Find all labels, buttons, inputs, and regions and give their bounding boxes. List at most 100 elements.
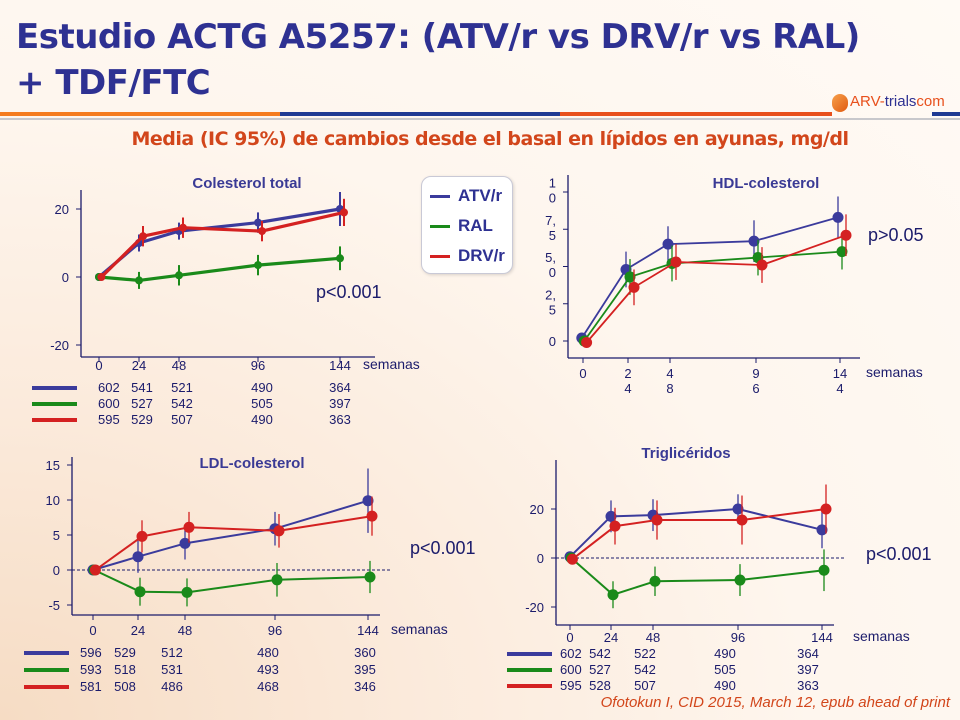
series-drv [89,496,378,576]
x-tick-label: 0 [95,358,102,373]
y-tick-label: 5 [53,528,60,543]
data-point-ral [175,271,183,280]
p-value-annotation: p<0.001 [410,538,476,558]
data-point-atv [254,218,262,227]
n-at-risk-value: 521 [171,380,193,395]
y-tick-label: -20 [525,600,544,615]
data-point-drv [273,525,285,537]
data-point-drv [136,530,148,542]
n-at-risk-value: 490 [714,646,736,661]
n-at-risk-value: 541 [131,380,153,395]
data-point-ral [607,589,619,601]
divider-blue-2 [932,112,960,116]
data-point-drv [258,227,266,236]
legend-item-drv: DRV/r [430,245,505,267]
n-at-risk-value: 505 [251,396,273,411]
n-at-risk-value: 600 [98,396,120,411]
n-at-risk-value: 527 [131,396,153,411]
y-tick-label: 0 [549,265,556,280]
n-at-risk-value: 507 [634,678,656,693]
legend-label-ral: RAL [458,216,493,235]
x-tick-label: 96 [268,623,282,638]
divider-orange-1 [0,112,280,116]
data-point-drv [628,281,640,293]
n-at-risk-value: 490 [251,412,273,427]
data-point-ral [181,586,193,598]
series-legend: ATV/r RAL DRV/r [421,176,513,274]
n-at-risk-value: 486 [161,679,183,694]
data-point-ral [734,574,746,586]
data-point-atv [816,524,828,536]
y-tick-label: -5 [48,598,60,613]
data-point-ral [818,564,830,576]
series-ral [565,549,830,609]
x-tick-label: 48 [172,358,186,373]
x-tick-label: 2 [624,366,631,381]
n-at-risk-value: 490 [251,380,273,395]
n-at-risk-value: 531 [161,662,183,677]
n-at-risk-value: 490 [714,678,736,693]
series-ral [88,560,376,607]
x-tick-label: 48 [178,623,192,638]
arv-trials-logo: ARV-trialscom [832,92,960,116]
y-tick-label: 0 [62,270,69,285]
data-point-atv [132,551,144,563]
data-point-drv [651,514,663,526]
x-tick-label: 48 [646,630,660,645]
data-point-drv [609,520,621,532]
n-at-risk-value: 395 [354,662,376,677]
n-at-risk-value: 528 [589,678,611,693]
legend-swatch-atv [430,194,450,198]
n-at-risk-value: 363 [797,678,819,693]
x-tick-label: 9 [752,366,759,381]
n-at-risk-value: 346 [354,679,376,694]
data-point-ral [364,571,376,583]
n-at-risk-value: 360 [354,645,376,660]
legend-item-ral: RAL [430,215,493,237]
data-point-drv [183,521,195,533]
n-at-risk-value: 493 [257,662,279,677]
data-point-ral [836,246,848,258]
y-tick-label: 1 [549,176,556,191]
data-point-atv [748,235,760,247]
x-axis-label: semanas [363,356,420,372]
data-point-drv [840,229,852,241]
y-tick-label: 5, [545,250,556,265]
n-at-risk-value: 507 [171,412,193,427]
y-tick-label: 15 [46,458,60,473]
n-at-risk-value: 505 [714,662,736,677]
n-at-risk-value: 602 [560,646,582,661]
data-point-drv [179,223,187,232]
n-at-risk-value: 480 [257,645,279,660]
data-point-ral [254,261,262,270]
logo-text: ARV-trialscom [850,93,945,110]
y-tick-label: 5 [549,302,556,317]
x-tick-label: 8 [666,381,673,396]
legend-swatch-drv [430,254,450,258]
n-at-risk-value: 518 [114,662,136,677]
y-tick-label: 0 [537,551,544,566]
data-point-atv [179,537,191,549]
n-at-risk-value: 527 [589,662,611,677]
y-tick-label: 7, [545,213,556,228]
divider-gray [0,118,960,120]
x-tick-label: 4 [624,381,631,396]
data-point-drv [366,510,378,522]
n-at-risk-value: 364 [329,380,351,395]
y-tick-label: 0 [549,191,556,206]
chart-colesterol-total: Colesterol total 20 0 -20 0 24 48 96 144 semanas p… [32,175,420,427]
data-point-drv [139,232,147,241]
n-at-risk-value: 512 [161,645,183,660]
data-point-atv [732,503,744,515]
n-at-risk-value: 542 [634,662,656,677]
chart-triglic-ridos: Triglicéridos 20 0 -20 0 24 48 96 144 semanas p<0.… [507,445,932,693]
x-tick-label: 6 [752,381,759,396]
x-tick-label: 4 [836,381,843,396]
x-tick-label: 96 [251,358,265,373]
data-point-drv [581,336,593,348]
logo-part-trials: trials [884,93,917,110]
y-tick-label: 10 [46,493,60,508]
series-atv [564,494,828,563]
series-ral [578,233,848,347]
